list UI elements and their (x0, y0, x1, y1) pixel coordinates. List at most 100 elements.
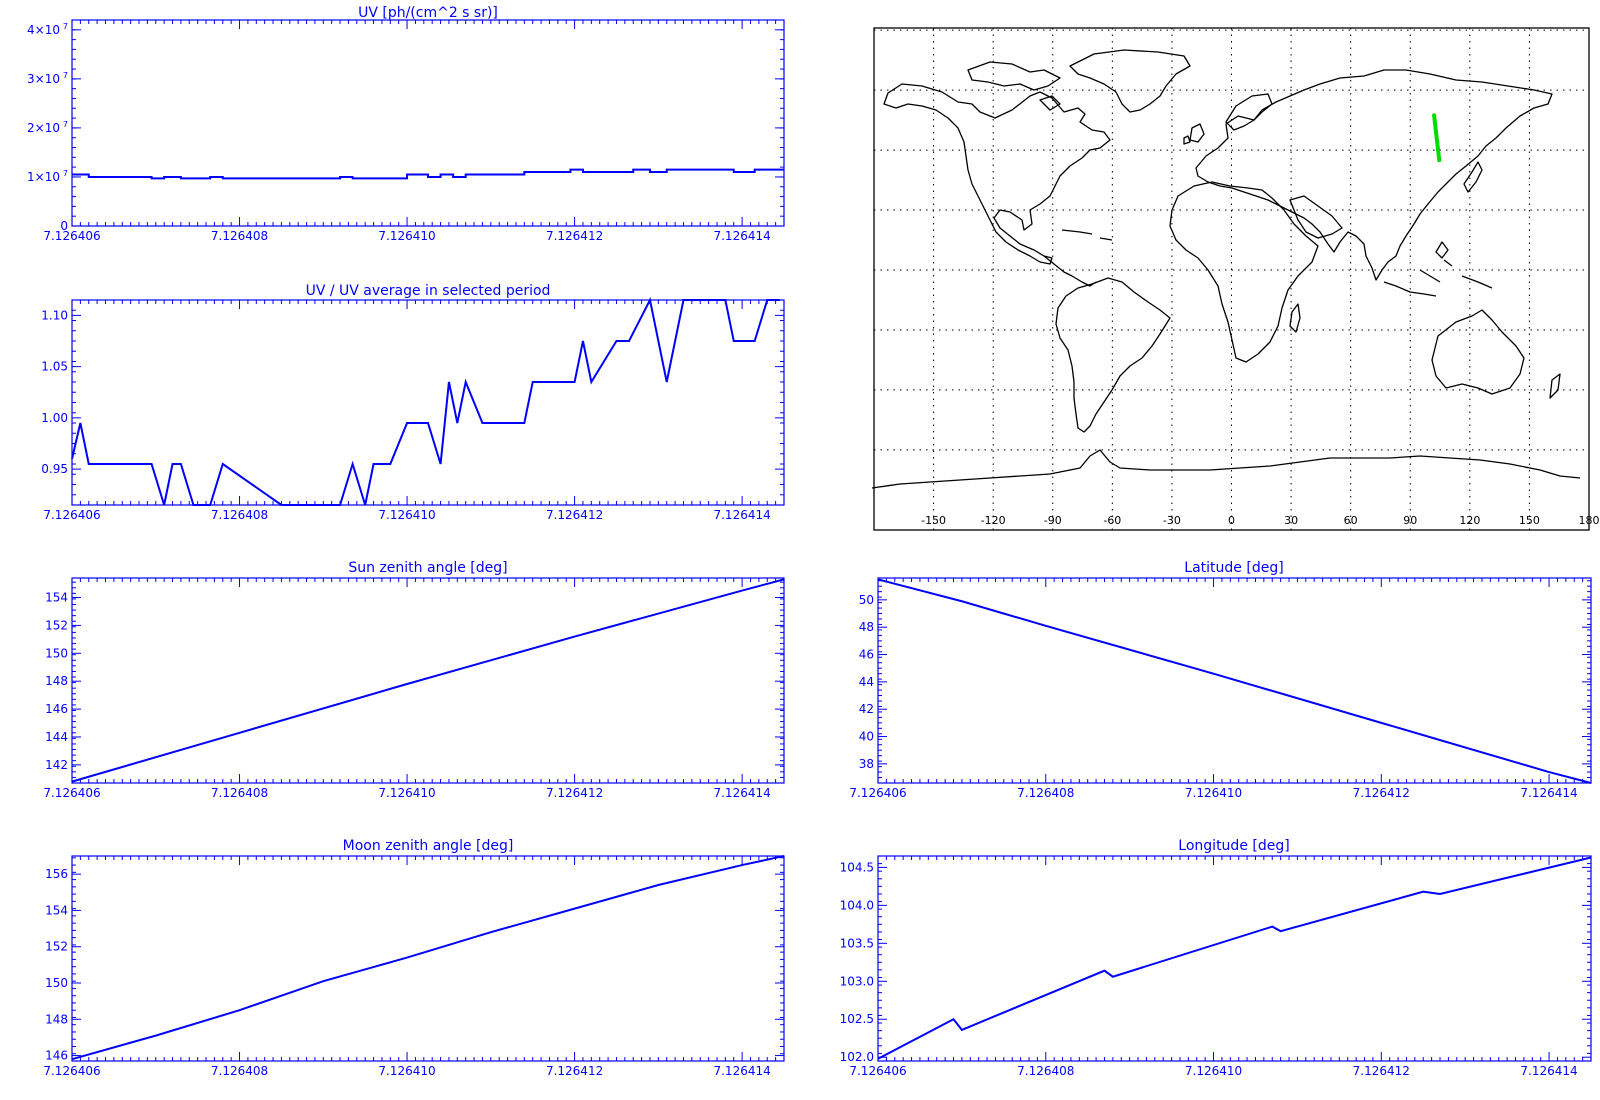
x-tick-label: 7.126410 (1185, 1064, 1242, 1078)
y-tick-label: 148 (45, 1012, 68, 1026)
x-tick-label: 7.126414 (1520, 786, 1577, 800)
y-tick-label: 1.10 (41, 308, 68, 322)
plot-frame (877, 855, 1592, 1062)
coastline-antarctica (871, 449, 1581, 489)
x-tick-label: 7.126414 (1520, 1064, 1577, 1078)
x-tick-label: 7.126408 (211, 1064, 268, 1078)
y-tick-label: 4×10 (27, 23, 60, 37)
x-tick-label: 7.126406 (43, 786, 100, 800)
y-tick-label: 152 (45, 940, 68, 954)
y-tick-label: 42 (859, 702, 874, 716)
tick-labels: 7.126406 7.126408 7.126410 7.126412 7.126414… (43, 591, 770, 800)
tick-labels: 7.126406 7.126408 7.126410 7.126412 7.126414… (849, 593, 1577, 800)
plot-longitude: Longitude [deg] 7.126406 7.126408 7.126410… (840, 838, 1592, 1078)
longitude-label: -90 (1044, 514, 1062, 527)
x-tick-label: 7.126410 (378, 786, 435, 800)
y-tick-label: 2×10 (27, 121, 60, 135)
y-tick-label: 3×10 (27, 72, 60, 86)
x-tick-label: 7.126408 (211, 229, 268, 243)
longitude-series-line (877, 856, 1592, 1060)
coastline-new-zealand (1549, 373, 1561, 399)
longitude-label: -150 (921, 514, 946, 527)
y-tick-label: 48 (859, 620, 874, 634)
x-tick-label: 7.126414 (713, 1064, 770, 1078)
x-tick-label: 7.126406 (43, 1064, 100, 1078)
coastline-arabia (1289, 195, 1343, 239)
plot-latitude: Latitude [deg] 7.126406 7.126408 7.126410 7… (849, 560, 1592, 800)
x-tick-label: 7.126406 (849, 1064, 906, 1078)
y-tick-label: 150 (45, 976, 68, 990)
x-tick-label: 7.126412 (1353, 1064, 1410, 1078)
plot-title: Sun zenith angle [deg] (348, 560, 507, 576)
coastline-arctic-islands (967, 61, 1061, 111)
x-tick-label: 7.126406 (849, 786, 906, 800)
y-tick-label: 152 (45, 618, 68, 632)
y-tick-label: 104.5 (840, 860, 874, 874)
x-tick-label: 7.126408 (211, 786, 268, 800)
coastline-caribbean (1061, 229, 1113, 241)
plot-title: UV [ph/(cm^2 s sr)] (358, 5, 498, 21)
longitude-label: 150 (1519, 514, 1540, 527)
y-tick-label: 102.0 (840, 1050, 874, 1064)
x-tick-label: 7.126410 (378, 508, 435, 522)
y-tick-label: 156 (45, 867, 68, 881)
x-tick-label: 7.126410 (1185, 786, 1242, 800)
y-tick-label: 148 (45, 674, 68, 688)
x-tick-label: 7.126410 (378, 229, 435, 243)
plot-frame (877, 577, 1592, 784)
moon-zenith-series-line (71, 855, 785, 1061)
y-tick-label: 50 (859, 593, 874, 607)
longitude-label: 90 (1403, 514, 1417, 527)
coastline-eurasia (1195, 69, 1553, 281)
y-tick-label: 1.00 (41, 411, 68, 425)
coastline-japan (1463, 161, 1483, 193)
longitude-label: -30 (1163, 514, 1181, 527)
y-tick-label-exponent: 7 (63, 120, 68, 129)
coastline-madagascar (1289, 303, 1301, 333)
tick-marks (71, 578, 785, 784)
y-tick-label: 104.0 (840, 898, 874, 912)
y-tick-label: 146 (45, 1049, 68, 1063)
coastline-south-america (1055, 277, 1171, 433)
x-tick-label: 7.126412 (546, 1064, 603, 1078)
longitude-label: -60 (1103, 514, 1121, 527)
map-frame (873, 27, 1590, 531)
x-tick-label: 7.126412 (1353, 786, 1410, 800)
coastline-africa (1169, 181, 1319, 363)
y-tick-label: 146 (45, 702, 68, 716)
y-tick-label-exponent: 7 (63, 71, 68, 80)
y-tick-label: 0.95 (41, 462, 68, 476)
tick-labels: 7.126406 7.126408 7.126410 7.126412 7.126414… (27, 22, 771, 243)
x-tick-label: 7.126408 (211, 508, 268, 522)
plot-frame (71, 577, 785, 784)
y-tick-label: 144 (45, 730, 68, 744)
plot-title: Moon zenith angle [deg] (343, 838, 514, 854)
plot-frame (71, 299, 785, 506)
y-tick-label-exponent: 7 (63, 22, 68, 31)
tick-labels: 7.126406 7.126408 7.126410 7.126412 7.126414… (41, 308, 770, 522)
x-tick-label: 7.126414 (713, 786, 770, 800)
tick-marks (877, 578, 1592, 784)
plot-frame (71, 855, 785, 1062)
y-tick-label: 40 (859, 730, 874, 744)
y-tick-label: 46 (859, 648, 874, 662)
tick-marks (877, 855, 1592, 1062)
x-tick-label: 7.126414 (713, 508, 770, 522)
y-tick-label: 1.05 (41, 360, 68, 374)
tick-marks (71, 856, 785, 1062)
longitude-label: 60 (1344, 514, 1358, 527)
plot-uv-ratio: UV / UV average in selected period 7.126… (41, 283, 785, 522)
x-tick-label: 7.126414 (713, 229, 770, 243)
plot-title: UV / UV average in selected period (306, 283, 551, 299)
tick-marks (71, 19, 785, 227)
y-tick-label: 154 (45, 903, 68, 917)
coastline-southeast-asia-islands (1383, 241, 1493, 297)
coastline-central-america (1043, 255, 1097, 287)
latitude-series-line (877, 578, 1592, 784)
map-coastlines (871, 49, 1581, 489)
y-tick-label: 103.5 (840, 936, 874, 950)
world-map: -150 -120 -90 -60 -30 0 30 60 90 120 150 180 (871, 27, 1600, 531)
y-tick-label: 142 (45, 758, 68, 772)
x-tick-label: 7.126406 (43, 229, 100, 243)
